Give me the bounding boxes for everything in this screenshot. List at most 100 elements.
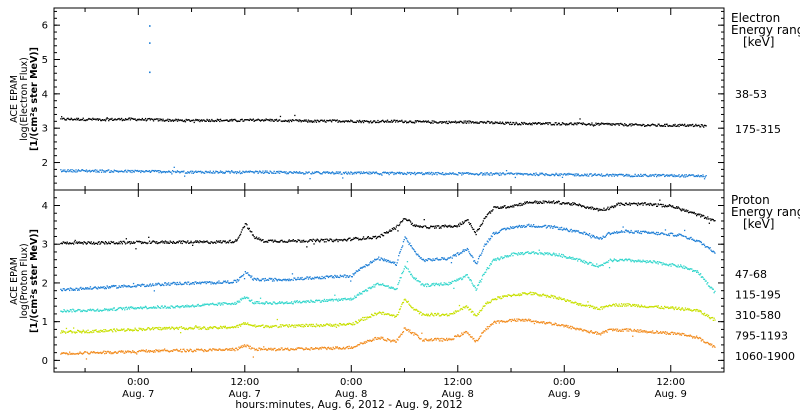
data-point	[613, 175, 615, 177]
data-point	[484, 243, 486, 245]
data-point	[607, 206, 609, 208]
data-point	[113, 242, 115, 245]
data-point	[176, 326, 178, 329]
data-point	[160, 118, 162, 120]
data-point	[664, 233, 666, 235]
data-point	[654, 261, 656, 263]
data-point	[233, 172, 235, 174]
data-point	[705, 175, 707, 177]
data-point	[209, 326, 211, 328]
data-point	[152, 118, 154, 121]
data-point	[509, 206, 511, 208]
data-point	[588, 304, 590, 306]
data-point	[679, 233, 681, 236]
data-point	[73, 170, 76, 172]
data-point	[202, 327, 204, 329]
data-point	[311, 239, 313, 241]
data-point	[352, 172, 354, 174]
data-point	[199, 120, 201, 123]
data-point	[327, 172, 330, 174]
data-point	[386, 313, 389, 315]
data-point	[208, 327, 211, 329]
data-point	[215, 119, 217, 122]
data-point	[178, 171, 180, 173]
data-point	[96, 330, 98, 333]
data-point	[626, 230, 628, 233]
data-point	[505, 122, 508, 124]
data-point	[374, 235, 377, 237]
data-point	[161, 328, 163, 330]
data-point	[311, 323, 313, 326]
data-point	[308, 121, 310, 123]
data-point	[430, 172, 432, 175]
data-point	[153, 241, 155, 243]
data-point	[220, 171, 222, 173]
data-point	[667, 264, 669, 266]
data-point	[309, 323, 311, 326]
data-point	[398, 172, 400, 174]
data-point	[223, 241, 226, 243]
data-point	[235, 120, 238, 122]
data-point	[217, 119, 219, 121]
data-point	[551, 202, 553, 204]
data-point	[442, 258, 445, 260]
data-point	[235, 326, 237, 329]
data-point	[104, 120, 107, 122]
data-point	[336, 275, 338, 277]
data-point	[663, 233, 665, 236]
data-point	[150, 171, 152, 173]
data-point	[229, 172, 231, 174]
data-point	[203, 119, 205, 121]
data-point	[388, 287, 390, 289]
data-point	[301, 326, 303, 328]
data-point	[480, 121, 482, 123]
data-point	[185, 306, 187, 308]
data-point	[163, 307, 165, 309]
data-point	[314, 171, 316, 173]
data-point	[100, 171, 103, 173]
data-point	[107, 286, 109, 288]
data-point	[362, 120, 364, 122]
data-point	[640, 230, 642, 233]
data-point	[169, 284, 171, 286]
data-point	[209, 242, 211, 245]
data-point	[495, 206, 497, 209]
data-point	[63, 117, 65, 120]
data-point	[446, 313, 448, 315]
data-point	[153, 118, 155, 120]
data-point	[101, 310, 103, 312]
data-point	[623, 303, 625, 305]
data-point	[259, 120, 262, 122]
data-point	[402, 220, 404, 222]
data-point	[183, 327, 185, 329]
data-point	[370, 122, 373, 124]
data-point	[384, 232, 386, 234]
data-point	[224, 280, 226, 282]
data-point	[430, 312, 433, 314]
data-point	[90, 241, 92, 243]
data-point	[211, 303, 213, 305]
data-point	[560, 173, 562, 175]
data-point	[277, 279, 279, 281]
data-point	[219, 171, 221, 174]
data-point	[152, 284, 155, 287]
data-point	[405, 218, 407, 220]
data-point	[75, 169, 77, 171]
data-point	[624, 229, 627, 231]
data-point	[630, 305, 632, 307]
data-point	[577, 204, 579, 206]
data-point	[389, 121, 391, 123]
data-point	[168, 170, 171, 173]
data-point	[662, 232, 664, 235]
data-point	[624, 123, 626, 125]
data-point	[349, 237, 351, 239]
data-point	[636, 306, 639, 308]
data-point	[356, 171, 358, 173]
data-point	[308, 277, 310, 279]
data-point	[275, 303, 277, 305]
data-point	[461, 174, 463, 176]
data-point	[201, 171, 203, 173]
data-point	[513, 227, 515, 229]
data-point	[201, 304, 203, 307]
data-point	[584, 233, 587, 236]
